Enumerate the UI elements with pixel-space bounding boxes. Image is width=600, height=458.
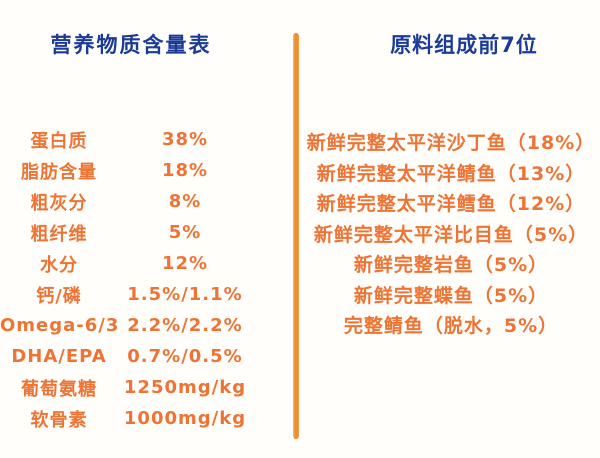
list-item: 完整鲭鱼（脱水，5%） [343,315,559,337]
nutrient-value: 2.2%/2.2% [127,315,243,336]
list-item: 新鲜完整蝶鱼（5%） [353,284,549,307]
table-row: 脂肪含量 18% [0,155,252,186]
table-row: Omega-6/3 2.2%/2.2% [0,310,252,341]
nutrient-table-title: 营养物质含量表 [50,33,212,57]
vertical-divider [293,33,299,439]
nutrient-value: 5% [168,222,202,243]
nutrient-label: 软骨素 [30,409,88,431]
ingredients-title: 原料组成前7位 [390,33,538,57]
nutrient-value: 18% [161,160,209,181]
table-row: 钙/磷 1.5%/1.1% [0,279,252,310]
ingredient-list: 新鲜完整太平洋沙丁鱼（18%） 新鲜完整太平洋鲭鱼（13%） 新鲜完整太平洋鳕鱼… [302,128,600,342]
nutrient-value: 38% [161,129,209,150]
table-row: 水分 12% [0,248,252,279]
table-row: 粗纤维 5% [0,217,252,248]
nutrient-label: 蛋白质 [30,130,88,152]
nutrient-label: 脂肪含量 [21,161,97,183]
nutrient-label: 粗灰分 [30,192,88,214]
nutrient-value: 1000mg/kg [123,408,247,429]
table-row: 蛋白质 38% [0,124,252,155]
table-row: 粗灰分 8% [0,186,252,217]
nutrient-label: 钙/磷 [36,285,82,307]
table-row: DHA/EPA 0.7%/0.5% [0,341,252,372]
nutrient-value: 1250mg/kg [123,377,247,398]
nutrient-label: 粗纤维 [30,223,88,245]
nutrient-label: 葡萄氨糖 [21,378,97,400]
nutrient-label: Omega-6/3 [0,315,120,336]
list-item: 新鲜完整岩鱼（5%） [353,254,549,276]
nutrient-table: 蛋白质 38% 脂肪含量 18% 粗灰分 8% 粗纤维 5% 水分 12% 钙/… [0,124,252,434]
nutrient-label: DHA/EPA [11,346,107,367]
nutrient-value: 1.5%/1.1% [127,284,243,305]
nutrient-value: 12% [161,253,209,274]
list-item: 新鲜完整太平洋沙丁鱼（18%） [306,132,596,154]
nutrient-label: 水分 [40,254,78,276]
list-item: 新鲜完整太平洋比目鱼（5%） [313,223,589,246]
nutrient-value: 0.7%/0.5% [127,346,243,367]
nutrient-value: 8% [168,191,202,212]
list-item: 新鲜完整太平洋鲭鱼（13%） [316,162,586,185]
list-item: 新鲜完整太平洋鳕鱼（12%） [316,193,586,215]
table-row: 葡萄氨糖 1250mg/kg [0,372,252,403]
table-row: 软骨素 1000mg/kg [0,403,252,434]
